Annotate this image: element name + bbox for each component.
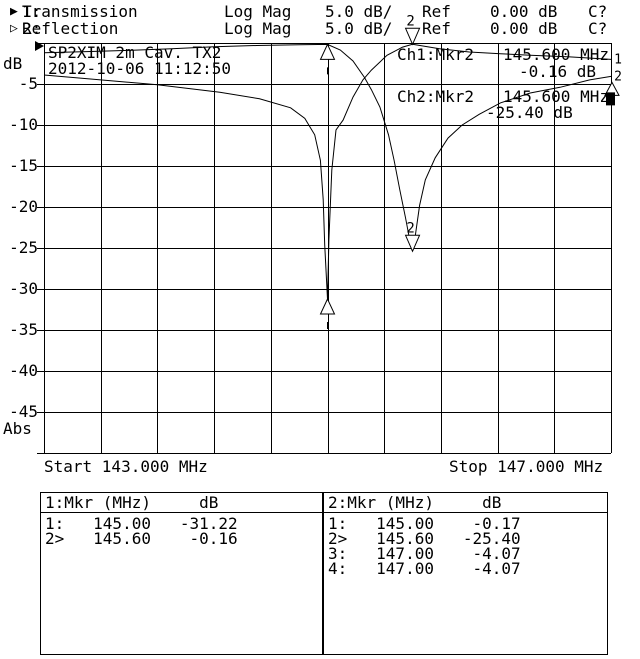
marker-table-header: 2:Mkr (MHz) dB xyxy=(324,493,607,513)
ch1-marker-readout-value: -0.16 dB xyxy=(519,62,597,81)
marker-1-icon xyxy=(319,297,336,315)
trace-end-label: 1 xyxy=(614,52,622,67)
marker-2-number: 2 xyxy=(406,13,414,29)
channel1-active-icon: ▶ xyxy=(10,4,18,19)
marker-1-icon xyxy=(319,43,336,60)
channel1-format: Log Mag xyxy=(224,2,292,21)
channel2-active-icon: ▷ xyxy=(10,21,18,36)
y-tick-label: -5 xyxy=(18,74,38,93)
channel1-cal-status: C? xyxy=(588,2,608,21)
x-axis-stop-label: Stop 147.000 MHz xyxy=(449,457,604,476)
channel1-scale: 5.0 dB/ xyxy=(325,2,393,21)
marker-table-ch2: 2:Mkr (MHz) dB 1: 145.00 -0.17 2> 145.60 … xyxy=(323,492,608,655)
y-tick-label: -40 xyxy=(9,361,38,380)
channel2-cal-status: C? xyxy=(588,19,608,38)
channel2-ref-value: 0.00 dB xyxy=(490,19,558,38)
ch1-marker-readout-freq: 145.600 MHz xyxy=(503,45,609,64)
ref-level-icon xyxy=(35,41,44,51)
y-tick-label: -35 xyxy=(9,320,38,339)
marker-table-ch1: 1:Mkr (MHz) dB 1: 145.00 -31.22 2> 145.60… xyxy=(40,492,323,655)
y-tick-label: -30 xyxy=(9,279,38,298)
x-axis-start-label: Start 143.000 MHz xyxy=(44,457,208,476)
plot-timestamp: 2012-10-06 11:12:50 xyxy=(48,59,232,78)
marker-table-rows: 1: 145.00 -0.17 2> 145.60 -25.40 3: 147.… xyxy=(328,514,521,578)
channel1-ref-value: 0.00 dB xyxy=(490,2,558,21)
marker-table-rows: 1: 145.00 -31.22 2> 145.60 -0.16 xyxy=(45,514,238,548)
channel1-ref-label: Ref xyxy=(422,2,451,21)
plot-title: SP2XIM 2m Cav. TX2 xyxy=(48,43,222,62)
y-tick-label: -15 xyxy=(9,156,38,175)
ch1-marker-readout-label: Ch1:Mkr2 xyxy=(397,45,475,64)
y-tick-label: -10 xyxy=(9,115,38,134)
trace-reflection xyxy=(43,43,612,252)
marker-2-number: 2 xyxy=(406,220,414,236)
ch2-marker-readout-freq: 145.600 MHz xyxy=(503,87,609,106)
trace-end-label: 2 xyxy=(614,69,622,84)
channel2-ref-label: Ref xyxy=(422,19,451,38)
marker-table-header: 1:Mkr (MHz) dB xyxy=(41,493,322,513)
marker-4-icon xyxy=(606,92,615,106)
channel2-format: Log Mag xyxy=(224,19,292,38)
marker-2-icon xyxy=(404,234,421,253)
marker-2-icon xyxy=(404,27,421,46)
ch2-marker-readout-value: -25.40 dB xyxy=(486,103,573,122)
y-tick-label: -20 xyxy=(9,197,38,216)
channel2-scale: 5.0 dB/ xyxy=(325,19,393,38)
ch2-marker-readout-label: Ch2:Mkr2 xyxy=(397,87,475,106)
y-axis-unit: dB xyxy=(3,54,23,73)
y-tick-label: -25 xyxy=(9,238,38,257)
channel1-header: ▶ 1: Transmission Log Mag 5.0 dB/ Ref 0.0… xyxy=(10,2,608,21)
y-tick-label: -45 xyxy=(9,402,38,421)
channel2-header: ▷ 2: Reflection Log Mag 5.0 dB/ Ref 0.00 … xyxy=(10,19,608,38)
trace-transmission xyxy=(43,43,612,300)
y-axis-bottom-label: Abs xyxy=(3,419,32,438)
